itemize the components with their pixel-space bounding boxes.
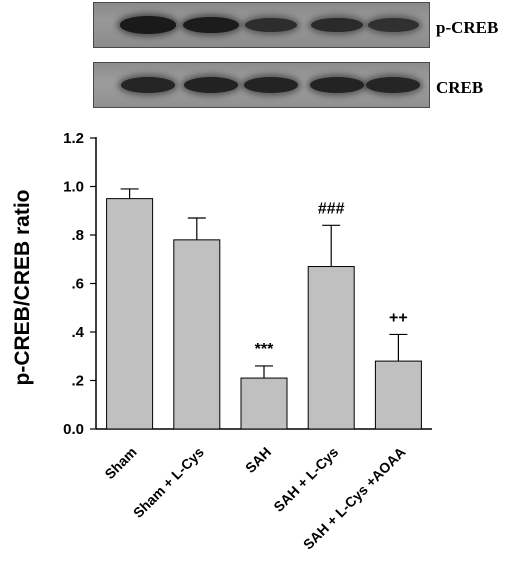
creb-western-blot xyxy=(93,62,430,108)
creb-blot-label: CREB xyxy=(436,78,484,97)
p-creb-western-blot xyxy=(93,2,430,48)
significance-label-4: ### xyxy=(318,200,345,217)
x-tick-label-4: SAH + L-Cys xyxy=(270,444,341,515)
y-tick-label-4: .8 xyxy=(71,227,84,244)
p-creb-band-4 xyxy=(310,17,364,33)
y-axis-label: p-CREB/CREB ratio xyxy=(11,189,34,385)
y-tick-label-6: 1.2 xyxy=(63,130,84,147)
y-tick-label-3: .6 xyxy=(71,276,84,293)
p-creb-band-1 xyxy=(119,16,177,34)
creb-band-3 xyxy=(243,77,299,93)
bar-5 xyxy=(374,360,422,430)
creb-band-5 xyxy=(366,77,420,93)
y-tick-label-5: 1.0 xyxy=(63,179,84,196)
y-tick-label-1: .2 xyxy=(71,373,84,390)
x-tick-label-3: SAH xyxy=(242,444,274,476)
bar-1 xyxy=(106,198,154,430)
p-creb-blot-label: p-CREB xyxy=(436,18,499,37)
p-creb-band-5 xyxy=(367,18,419,32)
x-tick-label-1: Sham xyxy=(101,444,139,482)
significance-label-5: ++ xyxy=(389,309,408,326)
y-tick-label-2: .4 xyxy=(71,324,84,341)
bar-4 xyxy=(307,266,355,430)
y-tick-label-0: 0.0 xyxy=(63,421,84,438)
significance-label-3: *** xyxy=(255,341,274,358)
x-tick-label-2: Sham + L-Cys xyxy=(130,444,207,521)
creb-band-4 xyxy=(309,77,365,93)
bar-3 xyxy=(240,377,288,430)
p-creb-band-3 xyxy=(245,17,297,33)
bar-2 xyxy=(173,239,221,430)
creb-band-1 xyxy=(121,77,175,93)
creb-band-2 xyxy=(183,77,239,93)
p-creb-band-2 xyxy=(183,16,239,34)
